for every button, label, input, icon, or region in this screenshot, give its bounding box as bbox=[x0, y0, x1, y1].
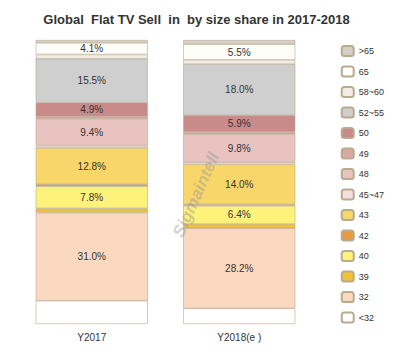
svg-text:58~60: 58~60 bbox=[359, 87, 384, 97]
svg-text:5.5%: 5.5% bbox=[228, 47, 251, 58]
svg-text:Sigmaintell: Sigmaintell bbox=[169, 148, 224, 240]
svg-text:<32: <32 bbox=[359, 313, 374, 323]
svg-text:49: 49 bbox=[359, 149, 369, 159]
svg-text:45~47: 45~47 bbox=[359, 190, 384, 200]
svg-text:50: 50 bbox=[359, 128, 369, 138]
svg-text:4.9%: 4.9% bbox=[80, 104, 103, 115]
svg-text:14.0%: 14.0% bbox=[225, 179, 253, 190]
svg-text:65: 65 bbox=[359, 67, 369, 77]
svg-text:Y2017: Y2017 bbox=[77, 332, 106, 343]
svg-text:>65: >65 bbox=[359, 46, 374, 56]
svg-text:52~55: 52~55 bbox=[359, 108, 384, 118]
svg-text:9.8%: 9.8% bbox=[228, 143, 251, 154]
svg-text:18.0%: 18.0% bbox=[225, 84, 253, 95]
svg-text:12.8%: 12.8% bbox=[78, 161, 106, 172]
svg-text:39: 39 bbox=[359, 272, 369, 282]
svg-text:6.4%: 6.4% bbox=[228, 209, 251, 220]
svg-text:28.2%: 28.2% bbox=[225, 263, 253, 274]
svg-text:Global Flat TV Sell in by s: Global Flat TV Sell in by size share in … bbox=[43, 12, 349, 27]
svg-text:48: 48 bbox=[359, 169, 369, 179]
svg-text:7.8%: 7.8% bbox=[80, 192, 103, 203]
svg-text:5.9%: 5.9% bbox=[228, 118, 251, 129]
svg-text:15.5%: 15.5% bbox=[78, 75, 106, 86]
svg-text:43: 43 bbox=[359, 210, 369, 220]
svg-text:4.1%: 4.1% bbox=[80, 43, 103, 54]
svg-text:31.0%: 31.0% bbox=[78, 251, 106, 262]
svg-text:32: 32 bbox=[359, 292, 369, 302]
svg-text:42: 42 bbox=[359, 231, 369, 241]
svg-text:9.4%: 9.4% bbox=[80, 127, 103, 138]
svg-text:Y2018(e ): Y2018(e ) bbox=[217, 332, 261, 343]
svg-text:40: 40 bbox=[359, 251, 369, 261]
